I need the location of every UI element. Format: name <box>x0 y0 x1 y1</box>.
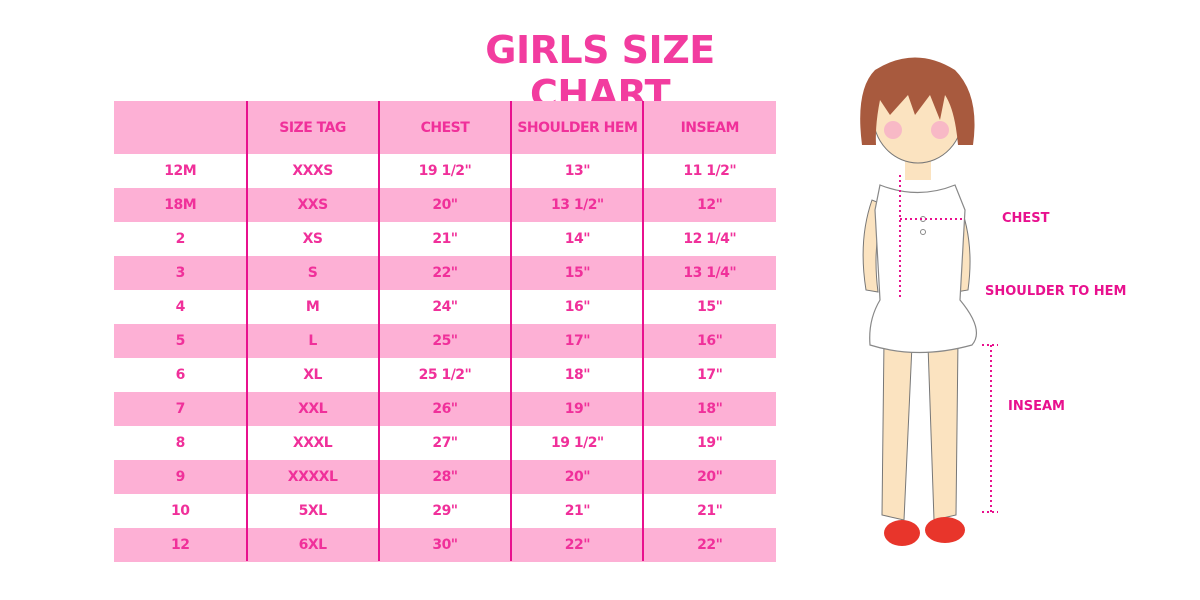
table-row: 4 M 24" 16" 15" <box>114 290 776 324</box>
size-table: SIZE TAG CHEST SHOULDER HEM INSEAM 12M XX… <box>114 101 776 562</box>
table-cell: 12" <box>697 197 723 213</box>
table-cell: 26" <box>432 401 458 417</box>
table-cell: 19 1/2" <box>418 163 472 179</box>
column-divider <box>378 101 380 561</box>
table-cell: 13 1/2" <box>550 197 604 213</box>
table-row: 10 5XL 29" 21" 21" <box>114 494 776 528</box>
table-cell: 30" <box>432 537 458 553</box>
table-cell: 13 1/4" <box>683 265 737 281</box>
table-cell: 21" <box>432 231 458 247</box>
table-row: 2 XS 21" 14" 12 1/4" <box>114 222 776 256</box>
table-cell: XXS <box>297 197 329 213</box>
table-cell: 22" <box>697 537 723 553</box>
table-cell: 19 1/2" <box>550 435 604 451</box>
table-row: 9 XXXXL 28" 20" 20" <box>114 460 776 494</box>
shoe-right <box>925 517 965 543</box>
table-cell: 10 <box>170 503 190 519</box>
table-cell: 18" <box>697 401 723 417</box>
column-divider <box>642 101 644 561</box>
table-cell: 27" <box>432 435 458 451</box>
table-cell: 8 <box>175 435 186 451</box>
table-cell: XXXL <box>292 435 333 451</box>
table-cell: 19" <box>564 401 591 417</box>
table-cell: 15" <box>564 265 591 281</box>
table-cell: 22" <box>432 265 458 281</box>
table-cell: 19" <box>697 435 723 451</box>
table-cell: XXXS <box>292 163 333 179</box>
table-cell: 20" <box>432 197 458 213</box>
table-row: 6 XL 25 1/2" 18" 17" <box>114 358 776 392</box>
table-cell: 3 <box>175 265 186 281</box>
header-cell: INSEAM <box>680 119 740 136</box>
table-cell: S <box>307 265 318 281</box>
table-cell: 21" <box>697 503 723 519</box>
table-cell: 4 <box>175 299 186 315</box>
table-cell: 12 1/4" <box>683 231 737 247</box>
table-cell: 18" <box>564 367 591 383</box>
table-cell: XS <box>302 231 323 247</box>
table-cell: 13" <box>564 163 591 179</box>
table-cell: 2 <box>175 231 186 247</box>
table-cell: L <box>308 333 317 349</box>
table-row: 12M XXXS 19 1/2" 13" 11 1/2" <box>114 154 776 188</box>
header-cell: SIZE TAG <box>279 119 346 136</box>
table-cell: M <box>305 299 320 315</box>
table-cell: 20" <box>564 469 591 485</box>
table-cell: 24" <box>432 299 458 315</box>
column-divider <box>246 101 248 561</box>
table-cell: 17" <box>564 333 591 349</box>
table-cell: 14" <box>564 231 591 247</box>
table-cell: 28" <box>432 469 458 485</box>
table-row: 7 XXL 26" 19" 18" <box>114 392 776 426</box>
shoe-left <box>884 520 920 546</box>
chest-label: CHEST <box>1002 211 1050 226</box>
table-cell: 20" <box>697 469 723 485</box>
table-cell: 6XL <box>298 537 327 553</box>
table-cell: 9 <box>175 469 186 485</box>
table-cell: XXL <box>298 401 328 417</box>
table-row: 8 XXXL 27" 19 1/2" 19" <box>114 426 776 460</box>
table-cell: XL <box>303 367 322 383</box>
table-row: 5 L 25" 17" 16" <box>114 324 776 358</box>
table-cell: XXXXL <box>287 469 338 485</box>
table-row: 18M XXS 20" 13 1/2" 12" <box>114 188 776 222</box>
table-cell: 12M <box>164 163 197 179</box>
table-cell: 18M <box>164 197 197 213</box>
table-cell: 16" <box>697 333 723 349</box>
table-cell: 6 <box>175 367 186 383</box>
table-header-row: SIZE TAG CHEST SHOULDER HEM INSEAM <box>114 101 776 154</box>
girl-illustration <box>860 57 998 546</box>
table-cell: 25" <box>432 333 458 349</box>
page-title: GIRLS SIZE CHART <box>485 28 715 116</box>
table-cell: 5 <box>175 333 186 349</box>
inseam-label: INSEAM <box>1008 399 1065 414</box>
table-cell: 5XL <box>298 503 327 519</box>
table-cell: 11 1/2" <box>683 163 737 179</box>
table-cell: 22" <box>564 537 591 553</box>
table-cell: 16" <box>564 299 591 315</box>
table-cell: 29" <box>432 503 458 519</box>
table-row: 12 6XL 30" 22" 22" <box>114 528 776 562</box>
table-cell: 15" <box>697 299 723 315</box>
column-divider <box>510 101 512 561</box>
header-cell: CHEST <box>420 119 470 136</box>
table-cell: 12 <box>170 537 190 553</box>
table-cell: 7 <box>175 401 186 417</box>
header-cell: SHOULDER HEM <box>517 119 638 136</box>
table-row: 3 S 22" 15" 13 1/4" <box>114 256 776 290</box>
table-cell: 21" <box>564 503 591 519</box>
shoulder-to-hem-label: SHOULDER TO HEM <box>985 284 1127 299</box>
table-cell: 25 1/2" <box>418 367 472 383</box>
table-cell: 17" <box>697 367 723 383</box>
